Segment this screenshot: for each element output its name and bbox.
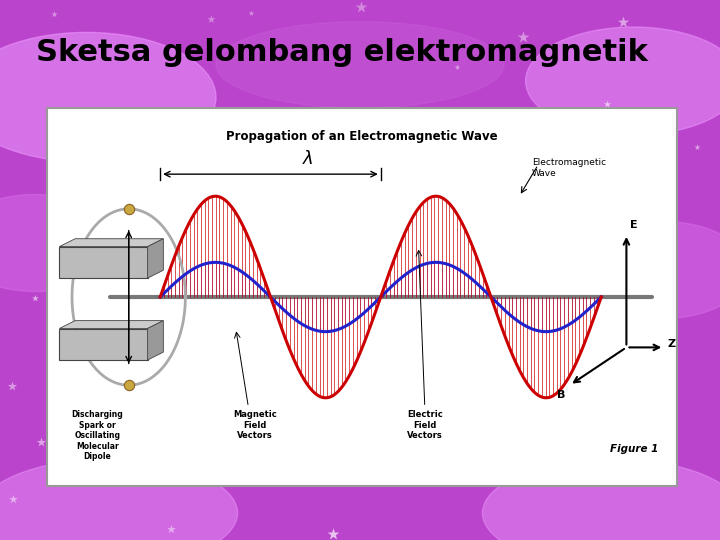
- Point: [6, 382, 18, 390]
- Point: [330, 133, 341, 141]
- Point: [99, 194, 111, 202]
- Polygon shape: [148, 239, 163, 278]
- Point: [132, 250, 144, 259]
- Ellipse shape: [526, 27, 720, 135]
- Point: [155, 210, 166, 219]
- Text: B: B: [557, 390, 565, 400]
- Point: [8, 494, 19, 503]
- Ellipse shape: [0, 459, 238, 540]
- Point: [618, 18, 629, 26]
- Point: [422, 180, 433, 188]
- Point: [123, 205, 135, 213]
- Point: [375, 231, 387, 240]
- Point: [328, 530, 339, 538]
- Point: [377, 139, 388, 147]
- Point: [356, 3, 367, 11]
- Ellipse shape: [0, 194, 122, 292]
- Bar: [47, 108, 677, 486]
- Point: [539, 153, 550, 162]
- Ellipse shape: [216, 22, 504, 108]
- Ellipse shape: [482, 459, 720, 540]
- Text: Electric
Field
Vectors: Electric Field Vectors: [407, 410, 443, 440]
- Point: [398, 126, 410, 135]
- Polygon shape: [60, 321, 163, 328]
- Point: [385, 372, 397, 381]
- Point: [217, 316, 229, 325]
- FancyBboxPatch shape: [60, 247, 148, 278]
- Point: [246, 9, 257, 18]
- Point: [664, 147, 675, 156]
- Point: [123, 381, 135, 389]
- Point: [518, 33, 529, 42]
- Text: Electromagnetic
Wave: Electromagnetic Wave: [532, 158, 606, 178]
- Point: [307, 387, 318, 396]
- Point: [205, 15, 217, 24]
- Point: [29, 294, 40, 303]
- Point: [500, 260, 511, 269]
- Text: Figure 1: Figure 1: [610, 444, 658, 455]
- Text: $\lambda$: $\lambda$: [302, 150, 313, 168]
- Point: [613, 423, 624, 431]
- Point: [370, 277, 382, 286]
- Point: [127, 396, 138, 405]
- Ellipse shape: [576, 221, 720, 319]
- Ellipse shape: [158, 238, 274, 302]
- Point: [153, 450, 165, 459]
- FancyBboxPatch shape: [60, 328, 148, 360]
- Point: [323, 112, 334, 121]
- Ellipse shape: [446, 346, 562, 410]
- Point: [35, 437, 47, 446]
- Point: [451, 63, 463, 72]
- Point: [50, 211, 61, 219]
- Point: [429, 264, 441, 272]
- Text: E: E: [629, 220, 637, 229]
- Text: Z: Z: [667, 340, 675, 349]
- Point: [52, 411, 63, 420]
- Point: [691, 143, 703, 152]
- Point: [166, 524, 177, 533]
- Ellipse shape: [0, 32, 216, 162]
- Point: [48, 10, 59, 19]
- Text: Magnetic
Field
Vectors: Magnetic Field Vectors: [233, 410, 276, 440]
- Point: [350, 208, 361, 217]
- Text: Propagation of an Electromagnetic Wave: Propagation of an Electromagnetic Wave: [226, 130, 498, 143]
- Text: Discharging
Spark or
Oscillating
Molecular
Dipole: Discharging Spark or Oscillating Molecul…: [71, 410, 123, 461]
- Point: [601, 100, 613, 109]
- Point: [270, 126, 282, 134]
- Point: [621, 278, 632, 287]
- Polygon shape: [148, 321, 163, 360]
- Polygon shape: [60, 239, 163, 247]
- Text: Sketsa gelombang elektromagnetik: Sketsa gelombang elektromagnetik: [36, 38, 648, 67]
